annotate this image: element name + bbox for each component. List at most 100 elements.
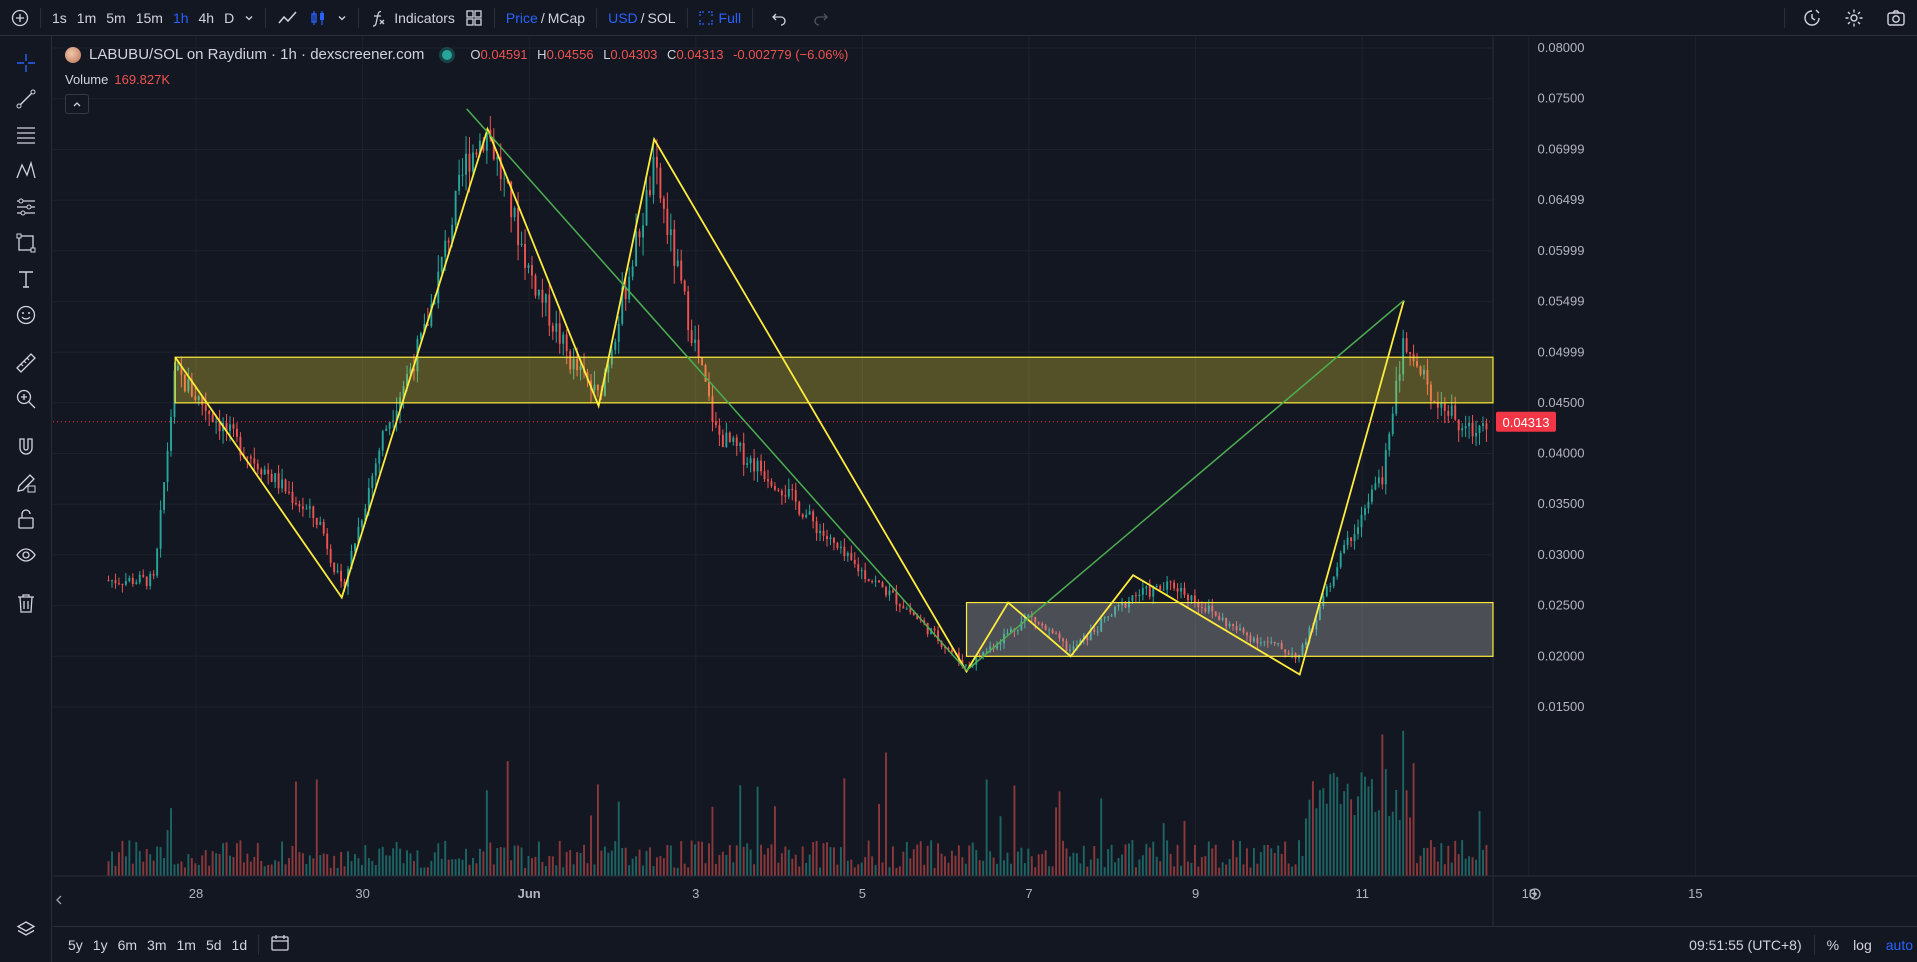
price-chart[interactable]: 0.08000 0.07500 0.06999 0.06499 0.05999 0.054…	[53, 36, 1917, 926]
undo-button[interactable]	[765, 4, 793, 32]
sol-option[interactable]: SOL	[647, 9, 676, 26]
interval-1s[interactable]: 1s	[52, 9, 67, 26]
goto-date-button[interactable]	[265, 934, 295, 955]
fib-tool[interactable]	[11, 120, 41, 150]
volume-bar	[867, 840, 870, 876]
candle-body	[413, 368, 415, 372]
candle-body	[676, 260, 679, 266]
candle-body	[1176, 588, 1179, 592]
redo-button[interactable]	[807, 4, 835, 32]
volume-bar	[1277, 845, 1280, 876]
interval-d[interactable]: D	[224, 9, 235, 26]
candle-body	[180, 366, 183, 375]
volume-bar	[843, 778, 846, 876]
range-1y[interactable]: 1y	[92, 936, 108, 953]
shape-tool[interactable]	[11, 228, 41, 258]
forecast-tool[interactable]	[11, 192, 41, 222]
interval-1h[interactable]: 1h	[172, 9, 189, 26]
log-scale-button[interactable]: log	[1853, 937, 1872, 953]
candle-body	[364, 508, 367, 521]
candle-body	[1138, 594, 1141, 597]
range-1d[interactable]: 1d	[231, 936, 248, 953]
interval-dropdown[interactable]	[239, 4, 259, 32]
trendline-tool[interactable]	[11, 84, 41, 114]
range-5d[interactable]: 5d	[205, 936, 222, 953]
chart-pane[interactable]: 0.08000 0.07500 0.06999 0.06499 0.05999 0.054…	[53, 36, 1917, 926]
candle-body	[1193, 595, 1196, 603]
lock-drawing-tool[interactable]	[11, 468, 41, 498]
candle-body	[433, 303, 436, 305]
emoji-tool[interactable]	[11, 300, 41, 330]
interval-1m[interactable]: 1m	[76, 9, 97, 26]
volume-bar	[1041, 853, 1044, 876]
candle-body	[780, 490, 783, 496]
volume-bar	[756, 786, 759, 876]
candle-body	[1377, 477, 1380, 484]
indicators-button[interactable]: Indicators	[365, 4, 460, 32]
chart-type-dropdown[interactable]	[332, 4, 352, 32]
candle-body	[742, 443, 745, 465]
volume-bar	[1145, 844, 1148, 876]
interval-4h[interactable]: 4h	[198, 9, 215, 26]
volume-bar	[364, 845, 367, 876]
candle-body	[277, 473, 280, 489]
candle-body	[392, 420, 395, 423]
screenshot-button[interactable]	[1881, 4, 1911, 32]
layout-button[interactable]	[460, 4, 488, 32]
mcap-option[interactable]: MCap	[547, 9, 586, 26]
settings-button[interactable]	[1839, 4, 1869, 32]
zoom-tool[interactable]	[11, 384, 41, 414]
volume-bar	[1280, 853, 1283, 876]
volume-bar	[739, 785, 742, 876]
line-chart-button[interactable]	[272, 4, 304, 32]
candle-body	[1009, 628, 1012, 633]
volume-bar	[607, 852, 610, 876]
interval-5m[interactable]: 5m	[106, 9, 126, 26]
alerts-button[interactable]	[1797, 4, 1827, 32]
range-6m[interactable]: 6m	[117, 936, 138, 953]
fullscreen-button[interactable]: Full	[694, 4, 747, 32]
token-avatar	[65, 46, 81, 63]
volume-bar	[527, 855, 530, 876]
text-tool[interactable]	[11, 264, 41, 294]
volume-bar	[1412, 763, 1415, 876]
price-option[interactable]: Price	[505, 9, 538, 26]
range-5y[interactable]: 5y	[68, 936, 83, 953]
volume-bar	[1315, 808, 1318, 876]
candle-body	[329, 548, 332, 563]
volume-bar	[555, 865, 558, 876]
range-1m[interactable]: 1m	[176, 936, 196, 953]
object-tree-button[interactable]	[12, 916, 40, 944]
volume-bar	[836, 864, 839, 876]
price-mcap-toggle[interactable]: Price / MCap	[501, 4, 590, 32]
candle-chart-button[interactable]	[304, 4, 332, 32]
volume-bar	[1128, 843, 1130, 876]
auto-scale-button[interactable]: auto	[1885, 937, 1913, 953]
volume-bar	[541, 861, 544, 876]
price-axis-label: 0.08000	[1538, 40, 1585, 55]
measure-tool[interactable]	[11, 348, 41, 378]
candle-body	[1284, 649, 1287, 653]
currency-toggle[interactable]: USD / SOL	[603, 4, 680, 32]
magnet-tool[interactable]	[11, 432, 41, 462]
collapse-legend-button[interactable]	[65, 94, 89, 114]
range-3m[interactable]: 3m	[147, 936, 167, 953]
remove-drawings-tool[interactable]	[11, 588, 41, 618]
usd-option[interactable]: USD	[608, 9, 638, 26]
volume-bar	[510, 860, 513, 876]
legend-title[interactable]: LABUBU/SOL on Raydium · 1h · dexscreener…	[89, 46, 425, 63]
low-key: L	[603, 47, 611, 62]
candle-body	[763, 471, 766, 480]
clock-display[interactable]: 09:51:55 (UTC+8)	[1689, 937, 1802, 953]
interval-15m[interactable]: 15m	[135, 9, 163, 26]
add-symbol-button[interactable]	[6, 4, 34, 32]
percent-scale-button[interactable]: %	[1826, 937, 1840, 953]
crosshair-tool[interactable]	[11, 48, 41, 78]
candle-body	[298, 504, 301, 507]
volume-bar	[760, 844, 763, 876]
lock-all-tool[interactable]	[11, 504, 41, 534]
volume-bar	[197, 864, 200, 876]
candle-body	[395, 410, 398, 421]
pattern-tool[interactable]	[11, 156, 41, 186]
hide-drawings-tool[interactable]	[11, 540, 41, 570]
